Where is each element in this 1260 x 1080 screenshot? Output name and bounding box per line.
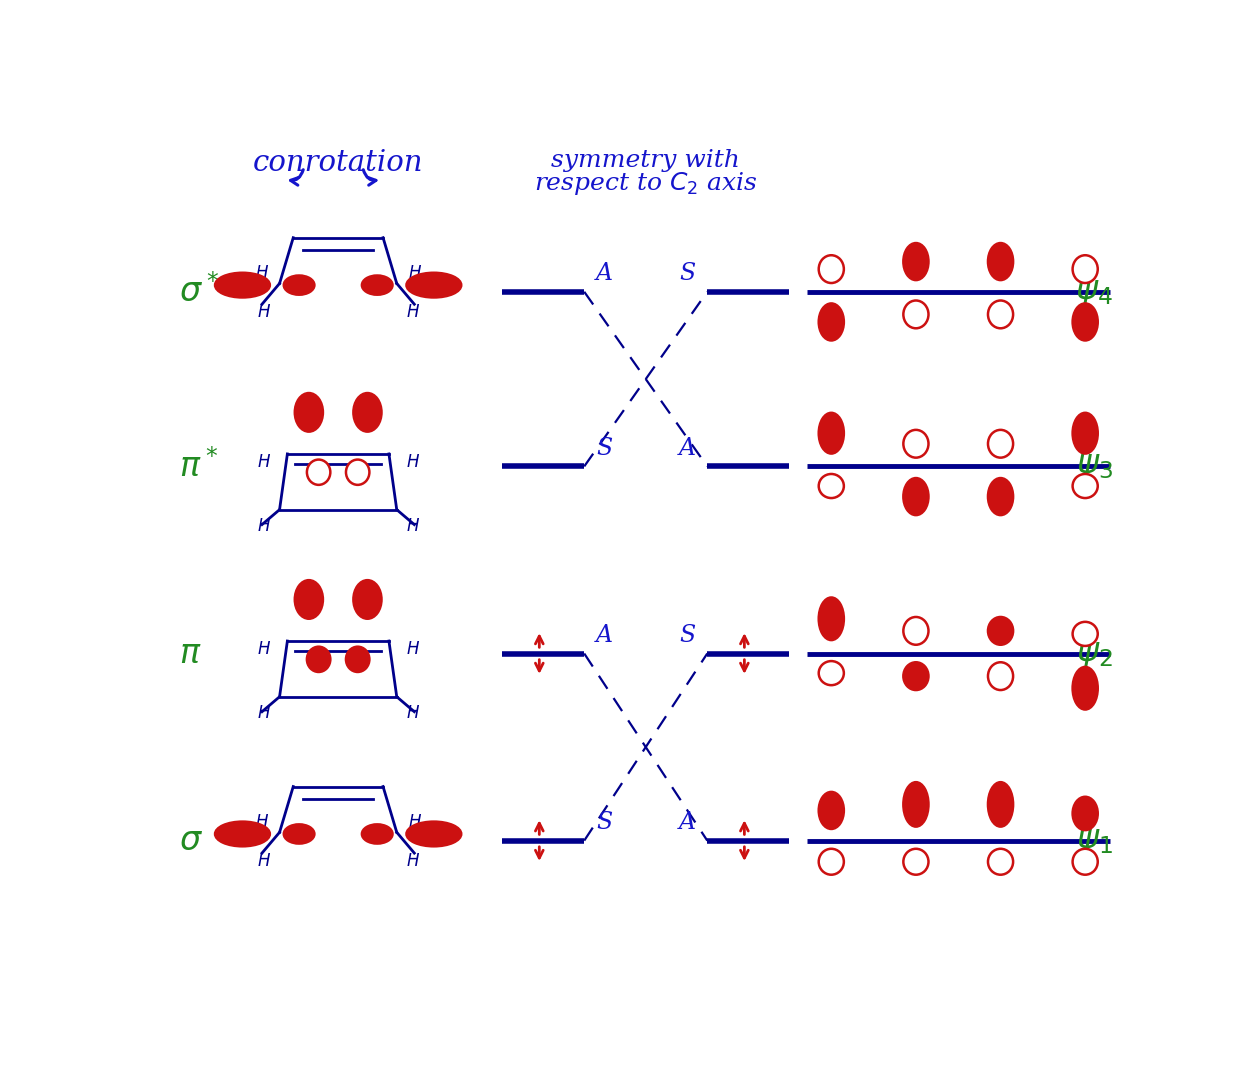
Ellipse shape (1072, 849, 1097, 875)
Ellipse shape (988, 300, 1013, 328)
Text: H: H (407, 851, 420, 869)
Text: respect to $C_2$ axis: respect to $C_2$ axis (534, 171, 757, 198)
Text: H: H (257, 640, 270, 659)
Text: H: H (257, 517, 270, 536)
Text: H: H (408, 265, 421, 283)
Ellipse shape (346, 460, 369, 485)
Ellipse shape (819, 849, 844, 875)
Ellipse shape (819, 255, 844, 283)
Ellipse shape (903, 300, 929, 328)
Text: H: H (407, 640, 420, 659)
Ellipse shape (407, 822, 461, 847)
Ellipse shape (819, 661, 844, 685)
Ellipse shape (988, 430, 1013, 458)
Text: S: S (679, 262, 696, 285)
Ellipse shape (903, 243, 929, 280)
Text: S: S (596, 811, 612, 834)
Ellipse shape (307, 647, 330, 672)
Ellipse shape (1072, 255, 1097, 283)
Text: A: A (596, 624, 612, 647)
Ellipse shape (988, 478, 1013, 515)
Ellipse shape (284, 275, 315, 295)
Ellipse shape (903, 617, 929, 645)
Text: A: A (679, 436, 696, 460)
Ellipse shape (215, 822, 270, 847)
Ellipse shape (819, 474, 844, 498)
Ellipse shape (988, 243, 1013, 280)
Ellipse shape (284, 824, 315, 843)
Text: H: H (257, 704, 270, 723)
Text: H: H (256, 813, 268, 832)
Ellipse shape (353, 393, 382, 432)
Ellipse shape (903, 782, 929, 826)
Ellipse shape (1072, 797, 1097, 831)
Ellipse shape (346, 647, 369, 672)
Text: H: H (257, 302, 270, 321)
Ellipse shape (988, 849, 1013, 875)
Ellipse shape (353, 580, 382, 619)
Text: H: H (407, 302, 420, 321)
Ellipse shape (988, 782, 1013, 826)
Text: S: S (679, 624, 696, 647)
Ellipse shape (1072, 303, 1097, 340)
Ellipse shape (819, 792, 844, 829)
Text: $\pi^*$: $\pi^*$ (179, 449, 218, 484)
Text: $\sigma^*$: $\sigma^*$ (179, 274, 219, 309)
Ellipse shape (362, 824, 393, 843)
Text: H: H (408, 813, 421, 832)
Text: A: A (596, 262, 612, 285)
Ellipse shape (1072, 622, 1097, 646)
Text: $\psi_2$: $\psi_2$ (1076, 637, 1113, 670)
Ellipse shape (215, 273, 270, 297)
Ellipse shape (988, 662, 1013, 690)
Ellipse shape (903, 662, 929, 690)
Text: H: H (256, 265, 268, 283)
Ellipse shape (819, 597, 844, 640)
Text: $\psi_4$: $\psi_4$ (1075, 275, 1113, 308)
Ellipse shape (295, 580, 323, 619)
Text: $\sigma$: $\sigma$ (179, 825, 203, 856)
Ellipse shape (295, 393, 323, 432)
Ellipse shape (362, 275, 393, 295)
Ellipse shape (903, 430, 929, 458)
Text: symmetry with: symmetry with (552, 149, 740, 172)
Ellipse shape (307, 460, 330, 485)
Ellipse shape (1072, 474, 1097, 498)
Text: H: H (257, 454, 270, 471)
Text: A: A (679, 811, 696, 834)
Ellipse shape (988, 617, 1013, 645)
Ellipse shape (1072, 667, 1097, 710)
Ellipse shape (819, 303, 844, 340)
Text: $\pi$: $\pi$ (179, 637, 202, 670)
Text: $\psi_1$: $\psi_1$ (1076, 825, 1113, 856)
Ellipse shape (407, 273, 461, 297)
Text: H: H (407, 454, 420, 471)
Ellipse shape (819, 413, 844, 454)
Text: $\psi_3$: $\psi_3$ (1076, 450, 1113, 483)
Ellipse shape (903, 478, 929, 515)
Text: conrotation: conrotation (253, 149, 423, 177)
Text: H: H (257, 851, 270, 869)
Ellipse shape (1072, 413, 1097, 454)
Ellipse shape (903, 849, 929, 875)
Text: H: H (407, 517, 420, 536)
Text: H: H (407, 704, 420, 723)
Text: S: S (596, 436, 612, 460)
